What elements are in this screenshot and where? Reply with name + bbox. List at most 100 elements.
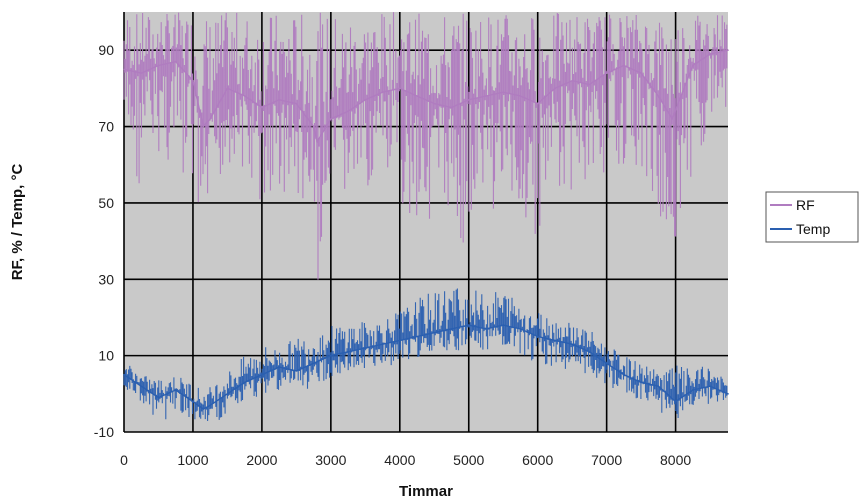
series-temp-point — [588, 351, 591, 353]
y-tick-label: 30 — [98, 271, 114, 287]
legend-label-rf: RF — [796, 197, 815, 213]
series-temp-point — [485, 328, 487, 330]
series-temp-point — [467, 324, 470, 326]
series-temp-point — [416, 335, 418, 338]
series-temp-point — [709, 385, 711, 387]
x-tick-label: 7000 — [591, 452, 622, 468]
series-temp — [123, 288, 729, 421]
series-rf-point — [226, 87, 229, 90]
series-temp-point — [278, 366, 280, 368]
series-temp-point — [226, 393, 229, 395]
series-temp-point — [554, 339, 556, 342]
series-rf-point — [554, 87, 556, 90]
series-temp-point — [261, 373, 263, 376]
y-tick-label: 10 — [98, 348, 114, 364]
series-rf-point — [416, 95, 418, 97]
x-tick-labels: 0 1000 2000 3000 4000 5000 6000 7000 8000 — [120, 452, 691, 468]
y-tick-label: 90 — [98, 42, 114, 58]
series-rf-point — [467, 99, 470, 101]
series-rf-point — [450, 106, 453, 109]
series-temp-point — [123, 373, 125, 376]
series-temp-point — [571, 343, 573, 345]
x-tick-label: 8000 — [660, 452, 691, 468]
x-tick-label: 0 — [120, 452, 128, 468]
x-tick-label: 4000 — [384, 452, 415, 468]
series-temp-point — [657, 385, 660, 387]
y-tick-label: 70 — [98, 119, 114, 135]
series-temp-point — [727, 393, 729, 395]
series-rf-point — [588, 83, 591, 86]
series-rf-point — [605, 72, 608, 74]
legend: RF Temp — [765, 191, 859, 243]
series-rf-point — [278, 99, 280, 101]
x-tick-label: 5000 — [453, 452, 484, 468]
series-rf-point — [727, 49, 729, 51]
series-temp-point — [381, 343, 384, 345]
series-temp-point — [330, 354, 332, 357]
legend-label-temp: Temp — [796, 221, 830, 237]
series-temp-point — [536, 335, 539, 338]
series-temp-point — [433, 331, 436, 334]
y-tick-label: 50 — [98, 195, 114, 211]
legend-box — [765, 191, 859, 243]
series-rf-point — [157, 64, 160, 67]
series-temp-point — [364, 347, 367, 349]
series-rf-point — [640, 72, 642, 74]
x-axis-title: Timmar — [399, 483, 453, 499]
series-rf-point — [330, 118, 332, 120]
series-temp-point — [347, 351, 349, 353]
series-rf-point — [347, 110, 349, 113]
series-rf-point — [485, 95, 487, 97]
x-tick-label: 1000 — [177, 452, 208, 468]
y-tick-labels: -10 10 30 50 70 90 — [94, 42, 114, 440]
series-rf-point — [202, 125, 205, 128]
series-rf-point — [536, 102, 539, 105]
series-rf-point — [692, 64, 694, 67]
series-temp-point — [502, 324, 505, 326]
series-temp-point — [640, 381, 642, 384]
series-rf-point — [316, 141, 318, 143]
series-temp-point — [519, 328, 522, 330]
series-temp-point — [209, 404, 211, 407]
series-rf-point — [192, 79, 194, 82]
series-rf-point — [398, 87, 401, 90]
series-temp-point — [692, 389, 694, 391]
series-temp-point — [243, 381, 246, 384]
series-rf-point — [174, 60, 177, 63]
series-temp-point — [192, 400, 194, 403]
series-rf-point — [709, 53, 711, 55]
y-axis-title: RF, % / Temp, °C — [9, 164, 26, 281]
series-temp-point — [157, 396, 160, 399]
series-rf-point — [123, 68, 125, 71]
series-temp-point — [312, 362, 315, 365]
series-rf — [123, 12, 729, 280]
series-rf-point — [381, 91, 384, 93]
x-tick-label: 3000 — [315, 452, 346, 468]
series-rf-point — [623, 64, 625, 67]
series-rf-point — [519, 95, 522, 97]
series-temp-point — [295, 370, 298, 372]
series-rf-point — [209, 118, 211, 120]
series-temp-point — [174, 389, 177, 391]
series-rf-point — [571, 79, 573, 82]
series-rf-point — [312, 125, 315, 128]
series-rf-line — [123, 49, 729, 144]
series-temp-point — [605, 362, 608, 365]
x-tick-label: 2000 — [246, 452, 277, 468]
series-temp-point — [674, 400, 677, 403]
series-temp-point — [398, 339, 401, 342]
x-tick-label: 6000 — [522, 452, 553, 468]
series-rf-point — [502, 91, 505, 93]
series-rf-point — [243, 95, 246, 97]
y-tick-label: -10 — [94, 424, 114, 440]
series-rf-point — [364, 99, 367, 101]
series-temp-point — [202, 408, 205, 410]
series-rf-point — [295, 102, 298, 105]
series-rf-point — [657, 95, 660, 97]
series-rf-point — [140, 72, 143, 74]
series-rf-point — [433, 102, 436, 105]
series-rf-point — [261, 106, 263, 109]
series-temp-point — [140, 385, 143, 387]
series-temp-point — [623, 373, 625, 376]
